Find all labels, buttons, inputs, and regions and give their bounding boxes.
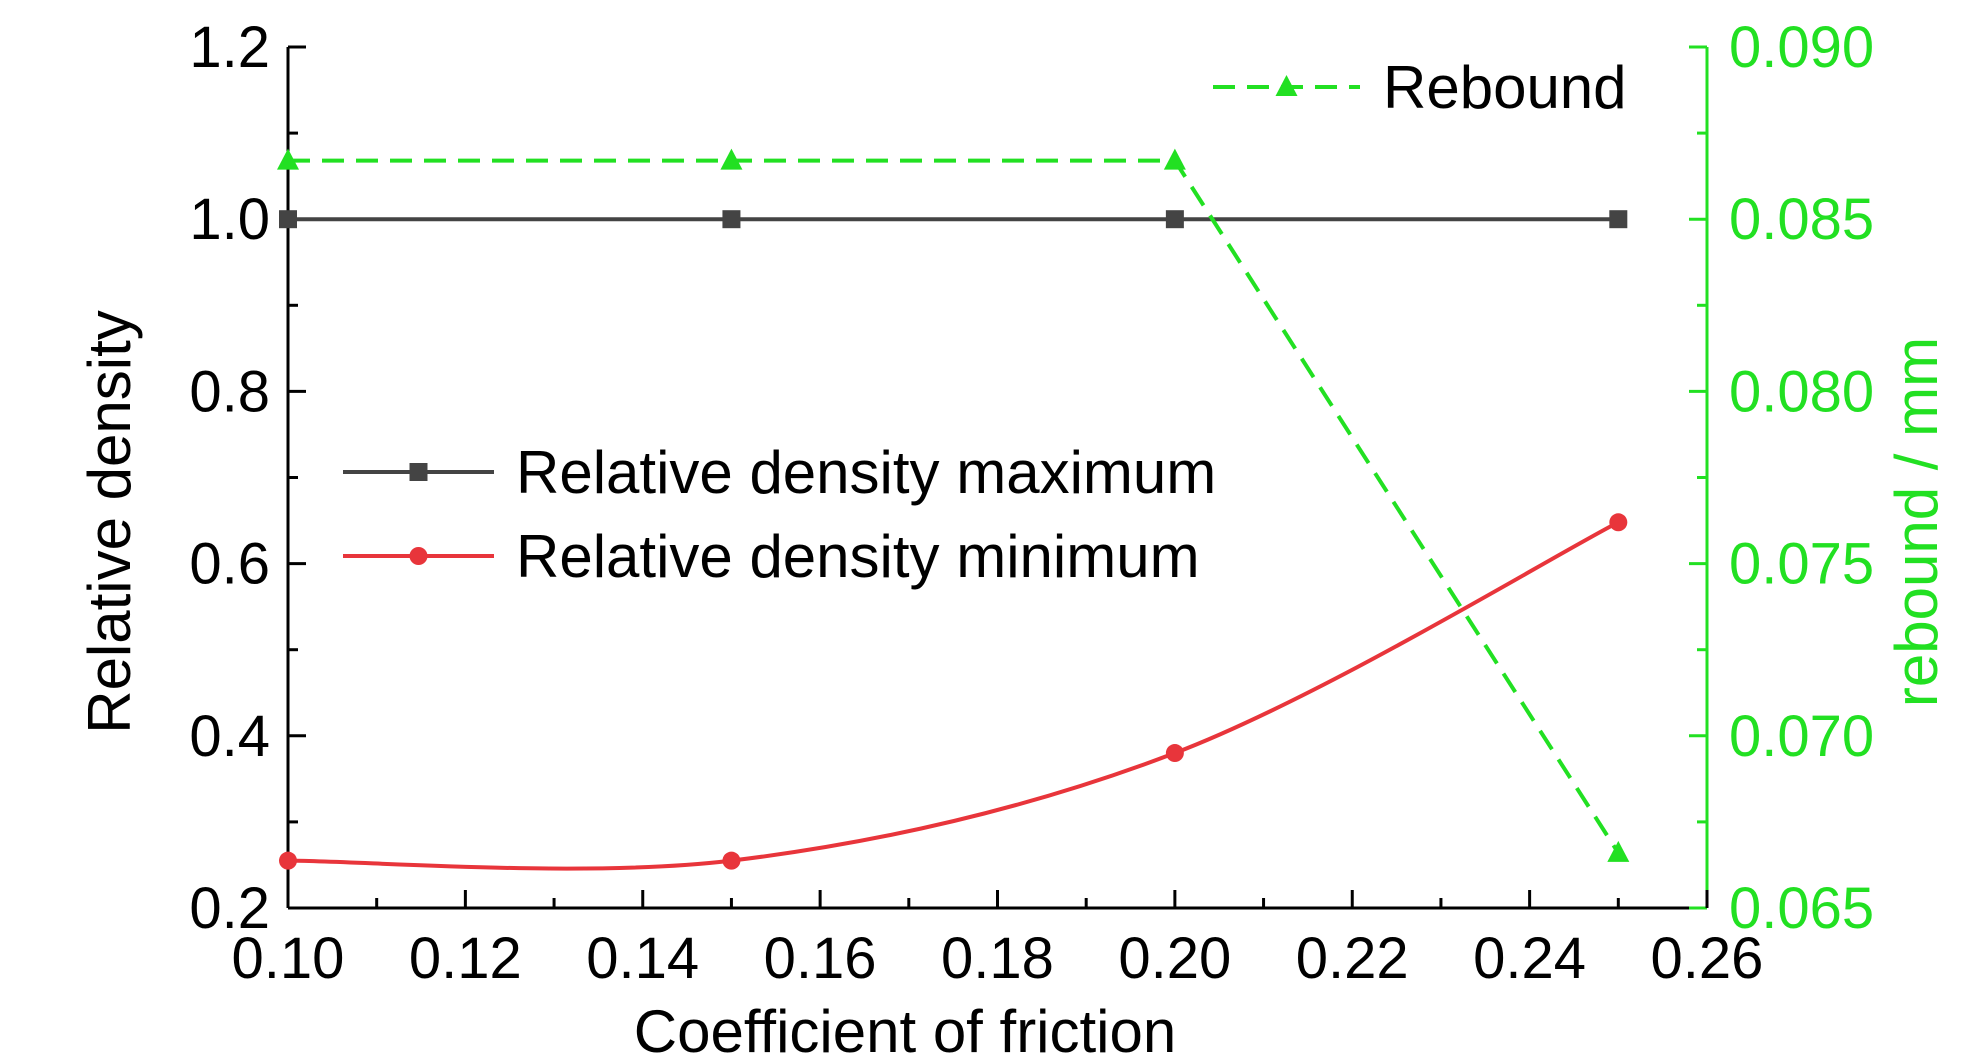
- x-tick-label: 0.22: [1296, 926, 1409, 991]
- y2-tick-label: 0.080: [1729, 359, 1874, 424]
- y-tick-label: 1.0: [189, 187, 270, 252]
- y-tick-label: 0.8: [189, 359, 270, 424]
- y2-tick-label: 0.070: [1729, 704, 1874, 769]
- y2-tick-label: 0.065: [1729, 876, 1874, 941]
- y-tick-label: 1.2: [189, 15, 270, 80]
- legend-label-rebound: Rebound: [1383, 54, 1627, 121]
- series-line-rebound: [288, 158, 1620, 854]
- legend-marker-rebound: [1275, 75, 1298, 96]
- y2-tick-label: 0.090: [1729, 15, 1874, 80]
- axes-group: 0.2 0.4 0.6 0.8 1.0 1.2 0.065 0.070 0.075 0.080 0.…: [189, 15, 1874, 991]
- data-point-rebound: [1163, 148, 1186, 170]
- y-tick-label: 0.4: [189, 704, 270, 769]
- data-point-rebound: [1607, 840, 1630, 862]
- x-axis-title: Coefficient of friction: [634, 998, 1177, 1062]
- legend-label-relative-density-maximum: Relative density maximum: [516, 439, 1216, 506]
- y-tick-label: 0.6: [189, 532, 270, 597]
- data-point-rebound: [720, 148, 743, 170]
- x-tick-label: 0.20: [1118, 926, 1231, 991]
- y-tick-label: 0.2: [189, 876, 270, 941]
- x-tick-label: 0.12: [409, 926, 522, 991]
- legend-label-relative-density-minimum: Relative density minimum: [516, 523, 1200, 590]
- data-point-relative-density-minimum: [1165, 744, 1184, 763]
- y-axis-title: Relative density: [76, 310, 143, 734]
- y2-axis-title: rebound / mm: [1883, 337, 1950, 707]
- x-tick-label: 0.10: [232, 926, 345, 991]
- x-tick-label: 0.18: [941, 926, 1054, 991]
- data-point-relative-density-minimum: [722, 851, 741, 870]
- data-point-relative-density-maximum: [1609, 210, 1628, 229]
- series-lines-group: [287, 158, 1620, 871]
- data-point-relative-density-maximum: [722, 210, 741, 229]
- x-tick-label: 0.16: [764, 926, 877, 991]
- data-point-relative-density-maximum: [1165, 210, 1184, 229]
- series-line-relative-density-minimum: [287, 520, 1620, 871]
- series-markers-group: [277, 148, 1630, 870]
- x-tick-label: 0.14: [586, 926, 699, 991]
- data-point-rebound: [277, 148, 299, 170]
- x-tick-label: 0.26: [1651, 926, 1764, 991]
- data-point-relative-density-minimum: [1609, 513, 1628, 532]
- data-point-relative-density-maximum: [279, 210, 297, 229]
- data-point-relative-density-minimum: [279, 851, 297, 870]
- legend-group: Rebound Relative density maximum Relative …: [343, 54, 1627, 590]
- y2-tick-label: 0.085: [1729, 187, 1874, 252]
- legend-marker-relative-density-minimum: [409, 547, 428, 565]
- x-tick-label: 0.24: [1473, 926, 1586, 991]
- legend-marker-relative-density-maximum: [409, 463, 428, 481]
- y2-tick-label: 0.075: [1729, 532, 1874, 597]
